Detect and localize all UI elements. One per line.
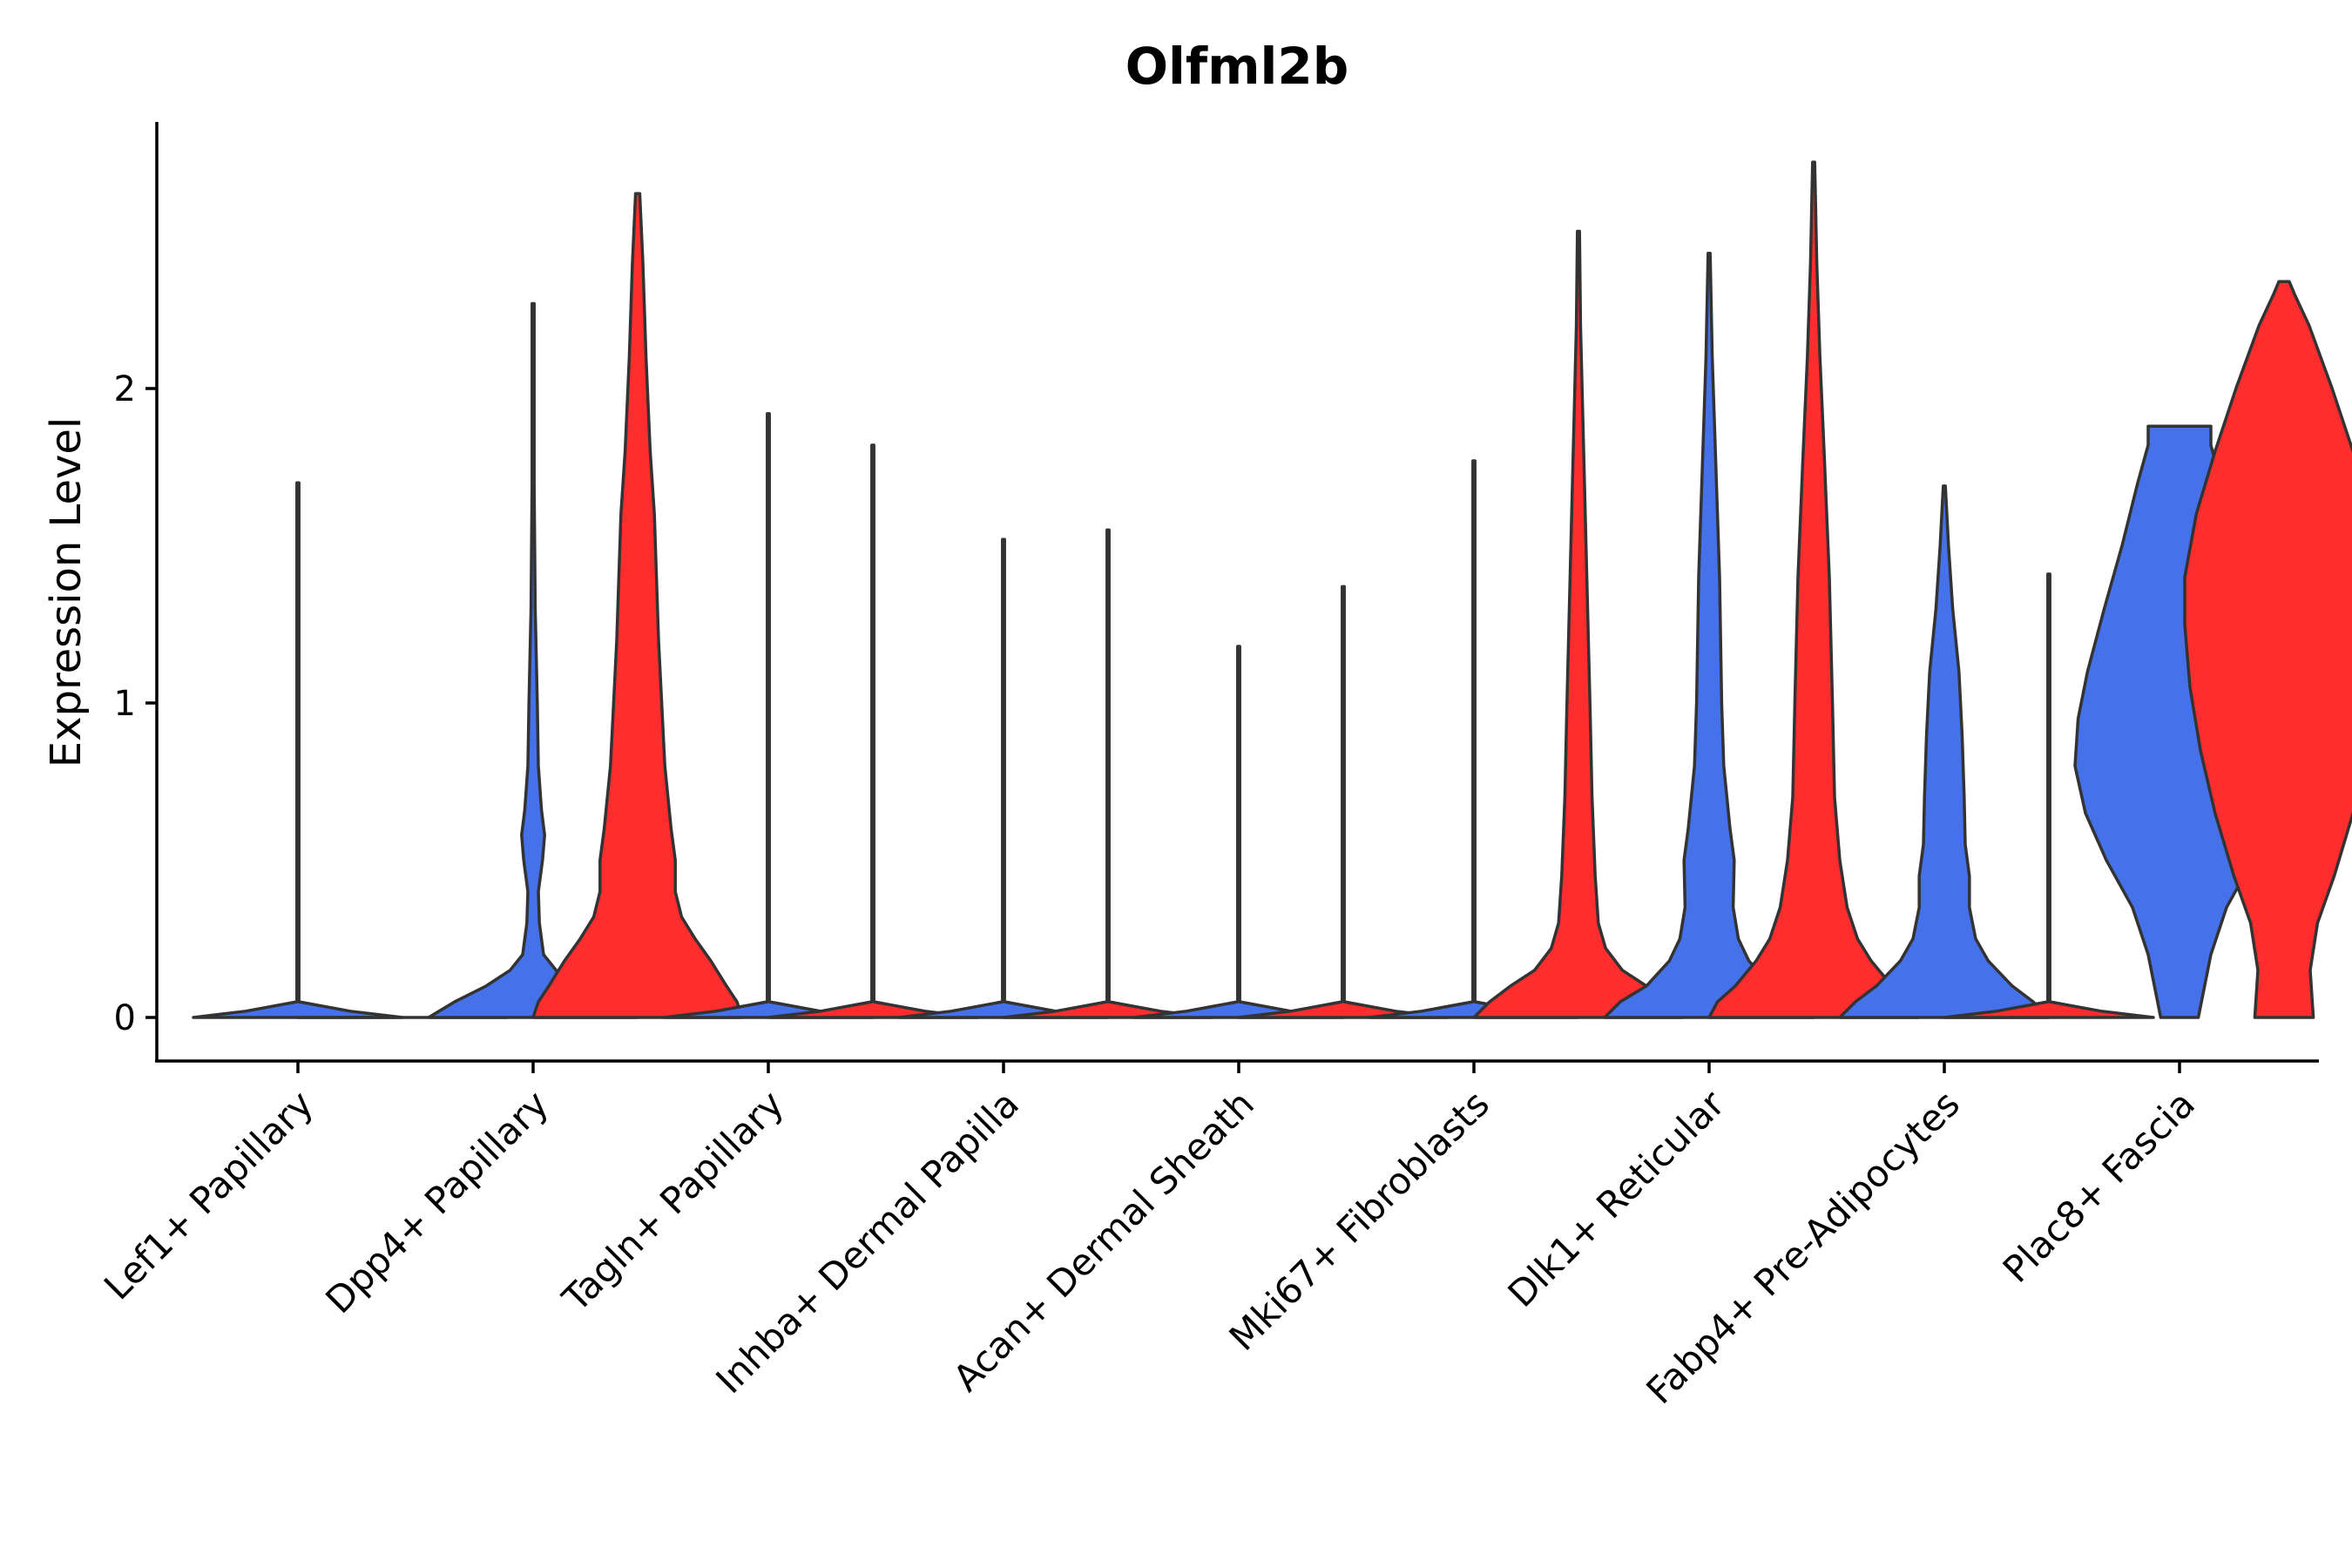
y-axis-ticks: 0 1 2 [114, 369, 157, 1038]
violin-inhba-dermal-papilla-b [1002, 528, 1214, 1019]
x-tick-label-mki67-fibroblasts: Mki67+ Fibroblasts [1221, 1082, 1497, 1358]
violin-acan-dermal-sheath-a [1132, 645, 1345, 1019]
chart-title: Olfml2b [1125, 37, 1349, 96]
x-tick-label-lef1-papillary: Lef1+ Papillary [96, 1082, 321, 1308]
violin-plac8-fascia-b [2183, 280, 2352, 1019]
violin-dlk1-reticular-b [1707, 160, 1920, 1019]
violin-acan-dermal-sheath-b [1237, 585, 1450, 1019]
x-tick-label-tagln-papillary: Tagln+ Papillary [554, 1082, 792, 1320]
violin-group [192, 160, 2352, 1019]
violin-dpp4-papillary-b [531, 192, 744, 1019]
y-axis-label: Expression Level [42, 417, 91, 768]
violin-fabp4-pre-adipocytes-a [1838, 484, 2051, 1019]
y-tick-label: 2 [114, 369, 136, 409]
violin-dpp4-papillary-a [427, 301, 639, 1019]
violin-tagln-papillary-b [767, 443, 979, 1019]
violin-lef1-papillary-a [192, 481, 404, 1019]
x-tick-label-plac8-fascia: Plac8+ Fascia [1995, 1082, 2203, 1290]
violin-mki67-fibroblasts-a [1368, 459, 1580, 1019]
y-tick-label: 0 [114, 998, 136, 1038]
violin-fabp4-pre-adipocytes-b [1943, 572, 2155, 1019]
violin-inhba-dermal-papilla-a [897, 537, 1110, 1019]
violin-mki67-fibroblasts-b [1472, 229, 1685, 1019]
violin-dlk1-reticular-a [1603, 252, 1815, 1019]
x-tick-label-dpp4-papillary: Dpp4+ Papillary [317, 1082, 557, 1321]
y-tick-label: 1 [114, 684, 136, 724]
violin-tagln-papillary-a [662, 412, 875, 1019]
x-tick-label-dlk1-reticular: Dlk1+ Reticular [1500, 1082, 1734, 1315]
